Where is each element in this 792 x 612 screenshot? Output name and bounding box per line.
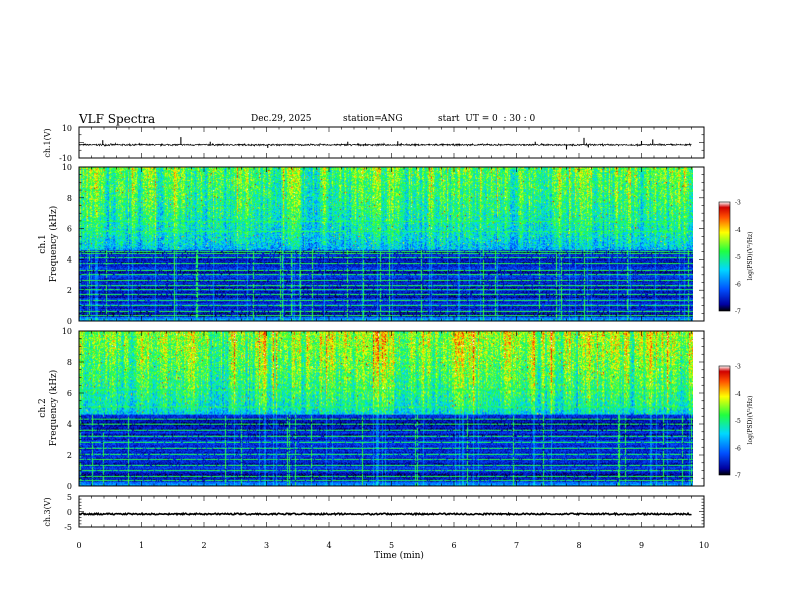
ch2-colorbar-tick: -7: [735, 473, 741, 480]
ch2-spectrogram-ylabel-channel: ch.2: [38, 398, 48, 417]
x-tick-label: 10: [699, 541, 709, 550]
x-tick-label: 4: [326, 541, 331, 550]
start-ut-value: 0 : 30 : 0: [492, 114, 536, 124]
ch2-colorbar-tick: -3: [735, 364, 741, 371]
x-tick-label: 8: [576, 541, 581, 550]
ch3-waveform-line: [78, 511, 692, 517]
ch1-spec-ytick-label: 10: [62, 163, 72, 172]
ch1-colorbar-tick: -3: [735, 200, 741, 207]
x-tick-label: 2: [201, 541, 206, 550]
ch2-spec-ytick-label: 0: [67, 482, 72, 491]
station-key: station=: [343, 114, 382, 124]
ch1-spec-ytick-label: 0: [67, 317, 72, 326]
ch3-ylabel: ch.3(V): [43, 497, 52, 526]
ch2-colorbar-tick: -5: [735, 418, 741, 425]
x-tick-label: 9: [639, 541, 644, 550]
x-tick-label: 6: [451, 541, 456, 550]
ch2-spec-ytick-label: 2: [67, 451, 72, 460]
ch2-colorbar-tick: -4: [735, 391, 741, 398]
ch2-colorbar-label: log(PSD)(V²/Hz): [747, 396, 754, 445]
start-ut-key: start UT =: [438, 114, 490, 124]
ch1-colorbar-label: log(PSD)(V²/Hz): [747, 232, 754, 281]
ch1-spec-ytick-label: 6: [67, 225, 72, 234]
ch1-spectrogram-image: [79, 167, 693, 321]
ch2-colorbar-tick: -6: [735, 445, 741, 452]
ch2-spec-ytick-label: 8: [67, 358, 72, 367]
ch2-spec-ytick-label: 4: [67, 420, 72, 429]
ch1-ytick-top: 10: [62, 124, 72, 133]
ch3-ytick-bottom: -5: [64, 523, 72, 532]
ch1-spec-ytick-label: 8: [67, 194, 72, 203]
x-axis-label: Time (min): [374, 550, 424, 561]
ch1-spikes: [102, 137, 654, 150]
ch1-spec-ytick-label: 2: [67, 286, 72, 295]
ch1-waveform-line: [78, 142, 692, 148]
ch2-spectrogram-ylabel-freq: Frequency (kHz): [48, 370, 59, 447]
ch1-colorbar-tick: -6: [735, 281, 741, 288]
ch1-ytick-bottom: -10: [59, 154, 72, 163]
ch1-spec-ytick-label: 4: [67, 255, 72, 264]
date-label: Dec.29, 2025: [251, 114, 312, 124]
x-tick-label: 3: [264, 541, 269, 550]
ch1-colorbar: [718, 201, 731, 312]
ch1-spectrogram-ylabel-channel: ch.1: [38, 234, 48, 253]
ch2-spec-ytick-label: 10: [62, 327, 72, 336]
x-tick-label: 0: [76, 541, 81, 550]
x-tick-label: 7: [514, 541, 519, 550]
ch2-colorbar: [718, 365, 731, 476]
ch1-colorbar-tick: -7: [735, 309, 741, 316]
station-value: ANG: [381, 114, 403, 124]
chart-title: VLF Spectra: [79, 112, 156, 126]
ch3-ytick-mid: 0: [67, 508, 72, 517]
ch1-ylabel: ch.1(V): [43, 128, 52, 157]
ch1-colorbar-tick: -5: [735, 254, 741, 261]
ch1-spectrogram-ylabel-freq: Frequency (kHz): [48, 206, 59, 283]
ch3-waveform-panel: 5 0 -5 ch.3(V) 0 1 2 3 4 5 6 7 8 9 10 Time (min): [43, 493, 709, 561]
x-tick-label: 1: [139, 541, 144, 550]
ch1-waveform-panel: 10 -10 ch.1(V): [43, 124, 705, 163]
ch2-spec-ytick-label: 6: [67, 389, 72, 398]
ch2-spectrogram-image: [79, 331, 693, 486]
ch1-colorbar-tick: -4: [735, 227, 741, 234]
x-tick-label: 5: [389, 541, 394, 550]
ch3-ytick-top: 5: [67, 493, 72, 502]
